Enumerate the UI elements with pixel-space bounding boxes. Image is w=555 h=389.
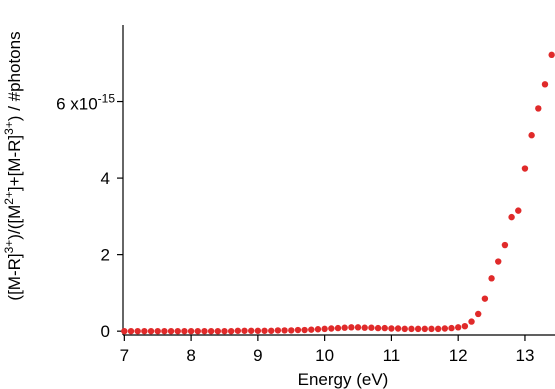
data-point	[428, 325, 435, 333]
data-point	[481, 295, 489, 302]
data-point	[541, 81, 549, 88]
x-tick-label: 12	[449, 346, 468, 365]
data-point	[341, 324, 348, 331]
data-point	[234, 327, 242, 334]
data-point	[167, 327, 175, 335]
data-point	[161, 327, 168, 335]
data-point	[214, 327, 222, 335]
data-point	[461, 322, 469, 330]
data-point	[441, 325, 449, 332]
data-point	[274, 327, 282, 334]
data-point	[288, 327, 295, 334]
data-point	[388, 325, 395, 332]
y-title-part: ([M-R]	[5, 253, 24, 300]
data-point	[368, 324, 375, 331]
data-point	[381, 324, 388, 332]
x-ticks: 7 8 9 10 11 12 13	[120, 335, 534, 365]
y-title-superscript: 3+	[2, 240, 16, 254]
data-point	[121, 327, 128, 335]
y-axis-title: ([M-R]3+)/([M2+]+[M-R]3+) / #photons	[2, 31, 24, 300]
data-point	[488, 275, 495, 282]
data-point	[281, 327, 288, 334]
data-point	[454, 324, 462, 331]
data-point	[268, 327, 275, 334]
x-tick-label: 11	[383, 346, 401, 365]
data-point	[354, 324, 362, 331]
data-point	[174, 327, 181, 335]
x-tick-label: 8	[186, 346, 195, 365]
y-ticks: 0 2 4	[101, 100, 123, 341]
data-point	[334, 324, 342, 332]
x-tick-label: 7	[120, 346, 129, 365]
data-point	[361, 324, 368, 331]
data-point	[528, 132, 535, 139]
data-point	[401, 325, 408, 333]
y-title-part: )/([M	[5, 205, 24, 240]
data-point	[448, 324, 455, 332]
data-point	[201, 327, 208, 335]
data-point	[501, 241, 509, 249]
x-axis-title: Energy (eV)	[298, 370, 389, 389]
data-point	[261, 327, 268, 334]
data-point	[508, 213, 515, 221]
data-point	[515, 207, 522, 214]
data-point	[434, 325, 442, 333]
y-axis-multiplier: 6 x10-15	[56, 92, 115, 114]
y-title-part: ) / #photons	[5, 31, 24, 121]
data-point	[495, 258, 502, 265]
data-point	[521, 165, 529, 172]
data-point	[321, 325, 328, 333]
axes	[122, 25, 555, 336]
data-point	[548, 51, 555, 59]
x-tick-label: 9	[253, 346, 262, 365]
data-point	[194, 327, 201, 335]
data-point	[221, 327, 228, 335]
data-point	[328, 325, 335, 332]
data-point	[154, 327, 161, 335]
data-point	[127, 327, 135, 335]
data-point	[241, 327, 248, 334]
data-point	[141, 327, 148, 335]
x-tick-label: 13	[515, 346, 534, 365]
data-point	[394, 325, 402, 332]
data-point	[308, 326, 315, 333]
data-point	[207, 327, 215, 335]
data-point	[254, 327, 262, 334]
y-tick-label: 0	[101, 322, 110, 341]
data-point	[227, 327, 235, 335]
y-title-superscript: 2+	[2, 191, 16, 205]
y-tick-label: 4	[101, 169, 110, 188]
y-tick-label: 2	[101, 246, 110, 265]
data-point	[294, 326, 302, 334]
data-point	[301, 326, 308, 334]
x-tick-label: 10	[315, 346, 334, 365]
y-multiplier-mantissa: 6 x10	[56, 95, 98, 114]
data-point	[414, 325, 422, 333]
data-point	[181, 327, 188, 335]
data-point	[374, 324, 382, 332]
data-point	[247, 327, 255, 334]
data-point	[187, 327, 195, 335]
data-point	[314, 326, 322, 333]
data-point	[134, 327, 141, 335]
y-multiplier-exponent: -15	[98, 92, 116, 106]
data-point	[408, 325, 415, 333]
data-point	[147, 327, 155, 335]
data-points	[121, 51, 555, 335]
data-point	[468, 318, 475, 325]
data-point	[421, 325, 428, 333]
data-point	[535, 105, 542, 112]
y-title-superscript: 3+	[2, 121, 16, 135]
y-title-part: ]+[M-R]	[5, 135, 24, 191]
data-point	[475, 310, 482, 318]
data-point	[348, 324, 355, 331]
